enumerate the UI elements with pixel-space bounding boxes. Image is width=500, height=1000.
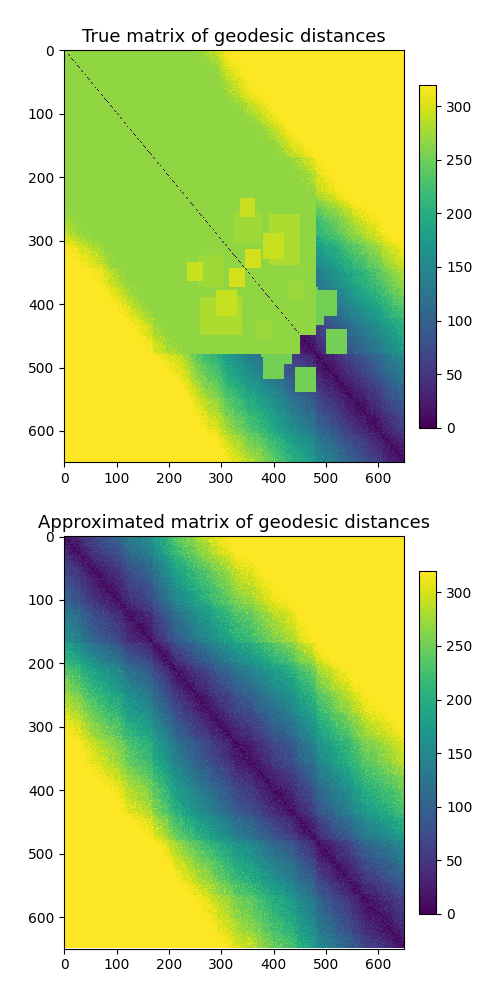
- Title: Approximated matrix of geodesic distances: Approximated matrix of geodesic distance…: [38, 514, 430, 532]
- Title: True matrix of geodesic distances: True matrix of geodesic distances: [82, 28, 386, 46]
